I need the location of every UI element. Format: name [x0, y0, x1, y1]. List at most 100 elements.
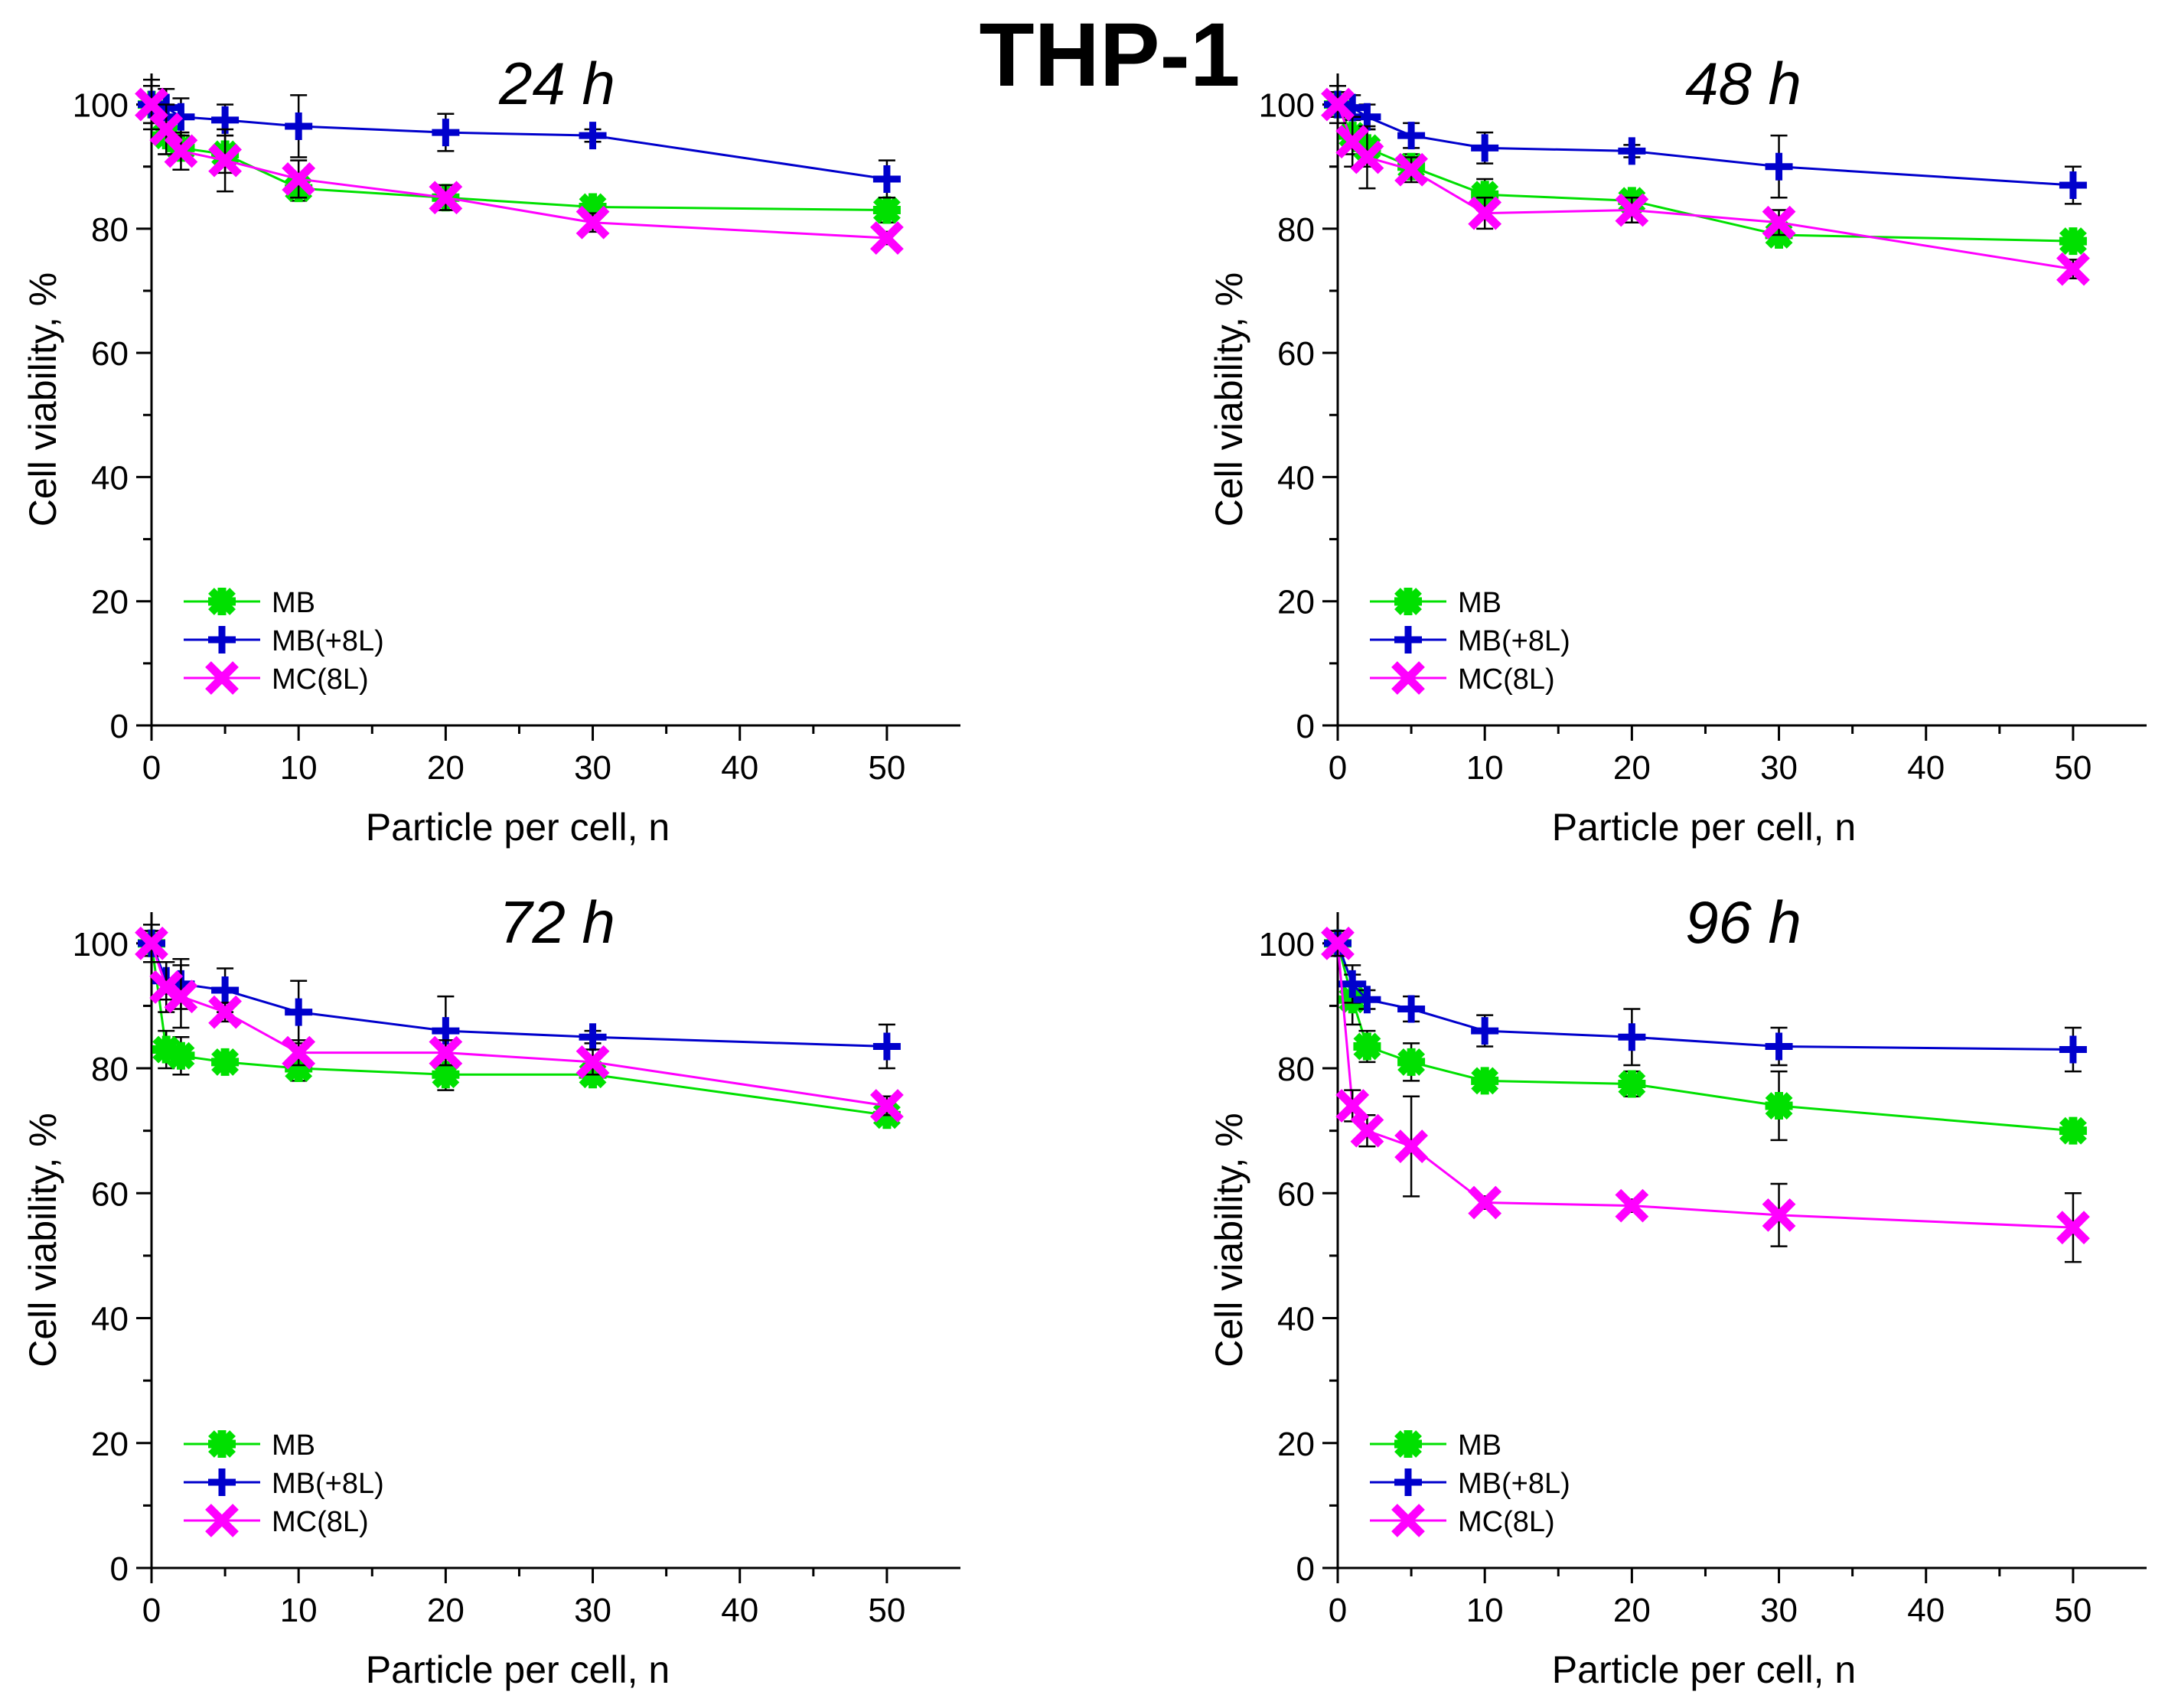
chart-panel-1: 0 10 20 30 40 50 0 20 40 60 80 100 Particle per cell… [21, 50, 960, 849]
series-line [1336, 104, 2074, 271]
series-line [1336, 103, 2073, 243]
data-point [1350, 140, 1384, 174]
x-tick-label: 40 [721, 749, 758, 787]
data-point [1471, 1017, 1499, 1045]
data-point [1615, 1188, 1649, 1223]
data-point [1353, 1032, 1381, 1061]
data-point [1762, 205, 1796, 240]
x-tick-label: 50 [2054, 749, 2092, 787]
x-tick-label: 0 [1329, 1592, 1347, 1629]
x-tick-label: 10 [1466, 1592, 1504, 1629]
data-point [872, 196, 901, 224]
legend-entry-MC(8L): MC(8L) [1370, 661, 1555, 696]
marker-stroke [575, 205, 610, 240]
y-tick-label: 20 [91, 584, 129, 621]
data-point [2056, 252, 2090, 286]
series-line [1336, 943, 2073, 1051]
y-tick-label: 20 [1277, 584, 1315, 621]
legend-label: MC(8L) [1458, 663, 1555, 696]
legend-marker [205, 661, 239, 695]
marker-stroke [429, 181, 463, 215]
x-tick-label: 30 [1760, 749, 1798, 787]
marker-stroke [1762, 1198, 1796, 1232]
y-axis-label: Cell viability, % [1208, 272, 1250, 527]
marker-stroke [872, 196, 901, 224]
series-line [150, 103, 887, 212]
data-point [1397, 995, 1426, 1023]
data-point [1397, 1048, 1426, 1076]
y-tick-label: 60 [91, 1175, 129, 1213]
data-point [1321, 926, 1355, 960]
data-point [285, 112, 313, 140]
marker-stroke [1321, 926, 1355, 960]
data-point [149, 112, 184, 146]
marker-stroke [211, 1048, 240, 1076]
marker-stroke [870, 221, 904, 255]
chart-panel-2: 0 10 20 30 40 50 0 20 40 60 80 100 Particle per cell… [1208, 50, 2147, 849]
data-point [1397, 122, 1426, 150]
series-MC(8L) [1321, 926, 2090, 1263]
marker-stroke [575, 1045, 610, 1079]
x-tick-label: 20 [1613, 1592, 1651, 1629]
legend-entry-MC(8L): MC(8L) [1370, 1504, 1555, 1538]
series-line [150, 943, 888, 1107]
data-point [872, 165, 901, 193]
y-tick-label: 60 [91, 335, 129, 373]
data-point [2059, 171, 2087, 200]
data-point [575, 1045, 610, 1079]
legend-marker [1394, 626, 1422, 654]
legend-entry-MB(+8L): MB(+8L) [1370, 625, 1570, 657]
data-point [1765, 1092, 1793, 1120]
data-point [1762, 1198, 1796, 1232]
data-point [135, 87, 168, 122]
marker-stroke [164, 134, 198, 168]
x-tick-label: 0 [1329, 749, 1347, 787]
marker-stroke [1353, 1032, 1381, 1061]
series-line [1336, 943, 2074, 1133]
legend-label: MB [1458, 587, 1501, 619]
legend-marker [208, 588, 236, 615]
x-axis-label: Particle per cell, n [1552, 806, 1856, 849]
y-tick-label: 0 [1296, 1550, 1315, 1588]
marker-stroke [205, 661, 239, 695]
marker-stroke [208, 1430, 236, 1458]
chart-title: 96 h [1685, 888, 1801, 956]
marker-stroke [1765, 1092, 1793, 1120]
y-axis-label: Cell viability, % [21, 272, 64, 527]
x-axis-label: Particle per cell, n [366, 1648, 670, 1691]
marker-stroke [2059, 1116, 2087, 1145]
marker-stroke [1335, 125, 1370, 159]
data-point [579, 1023, 607, 1051]
marker-stroke [1471, 1067, 1499, 1095]
marker-stroke [164, 979, 198, 1014]
data-point [1468, 1185, 1502, 1220]
data-point [2059, 1035, 2087, 1064]
y-tick-label: 40 [91, 459, 129, 497]
y-tick-label: 80 [1277, 211, 1315, 249]
marker-stroke [135, 926, 168, 960]
x-tick-label: 20 [427, 749, 465, 787]
y-tick-label: 60 [1277, 1175, 1315, 1213]
y-tick-label: 0 [110, 1550, 129, 1588]
series-MC(8L) [135, 924, 904, 1123]
chart-title: 72 h [499, 888, 615, 956]
data-point [282, 162, 316, 196]
legend-entry-MB: MB [184, 587, 315, 619]
marker-stroke [1615, 193, 1649, 227]
chart-title: 48 h [1685, 50, 1801, 117]
data-point [208, 143, 242, 178]
data-point [1471, 1067, 1499, 1095]
y-tick-label: 80 [91, 211, 129, 249]
legend-label: MB(+8L) [1458, 625, 1570, 657]
data-point [1394, 152, 1428, 187]
legend-marker [1391, 661, 1425, 695]
y-tick-label: 80 [91, 1051, 129, 1088]
marker-stroke [135, 87, 168, 122]
legend-label: MC(8L) [272, 1506, 369, 1538]
marker-stroke [1615, 1188, 1649, 1223]
data-point [211, 976, 240, 1005]
legend-marker [1391, 1504, 1425, 1537]
x-tick-label: 40 [721, 1592, 758, 1629]
data-point [1618, 1070, 1646, 1098]
